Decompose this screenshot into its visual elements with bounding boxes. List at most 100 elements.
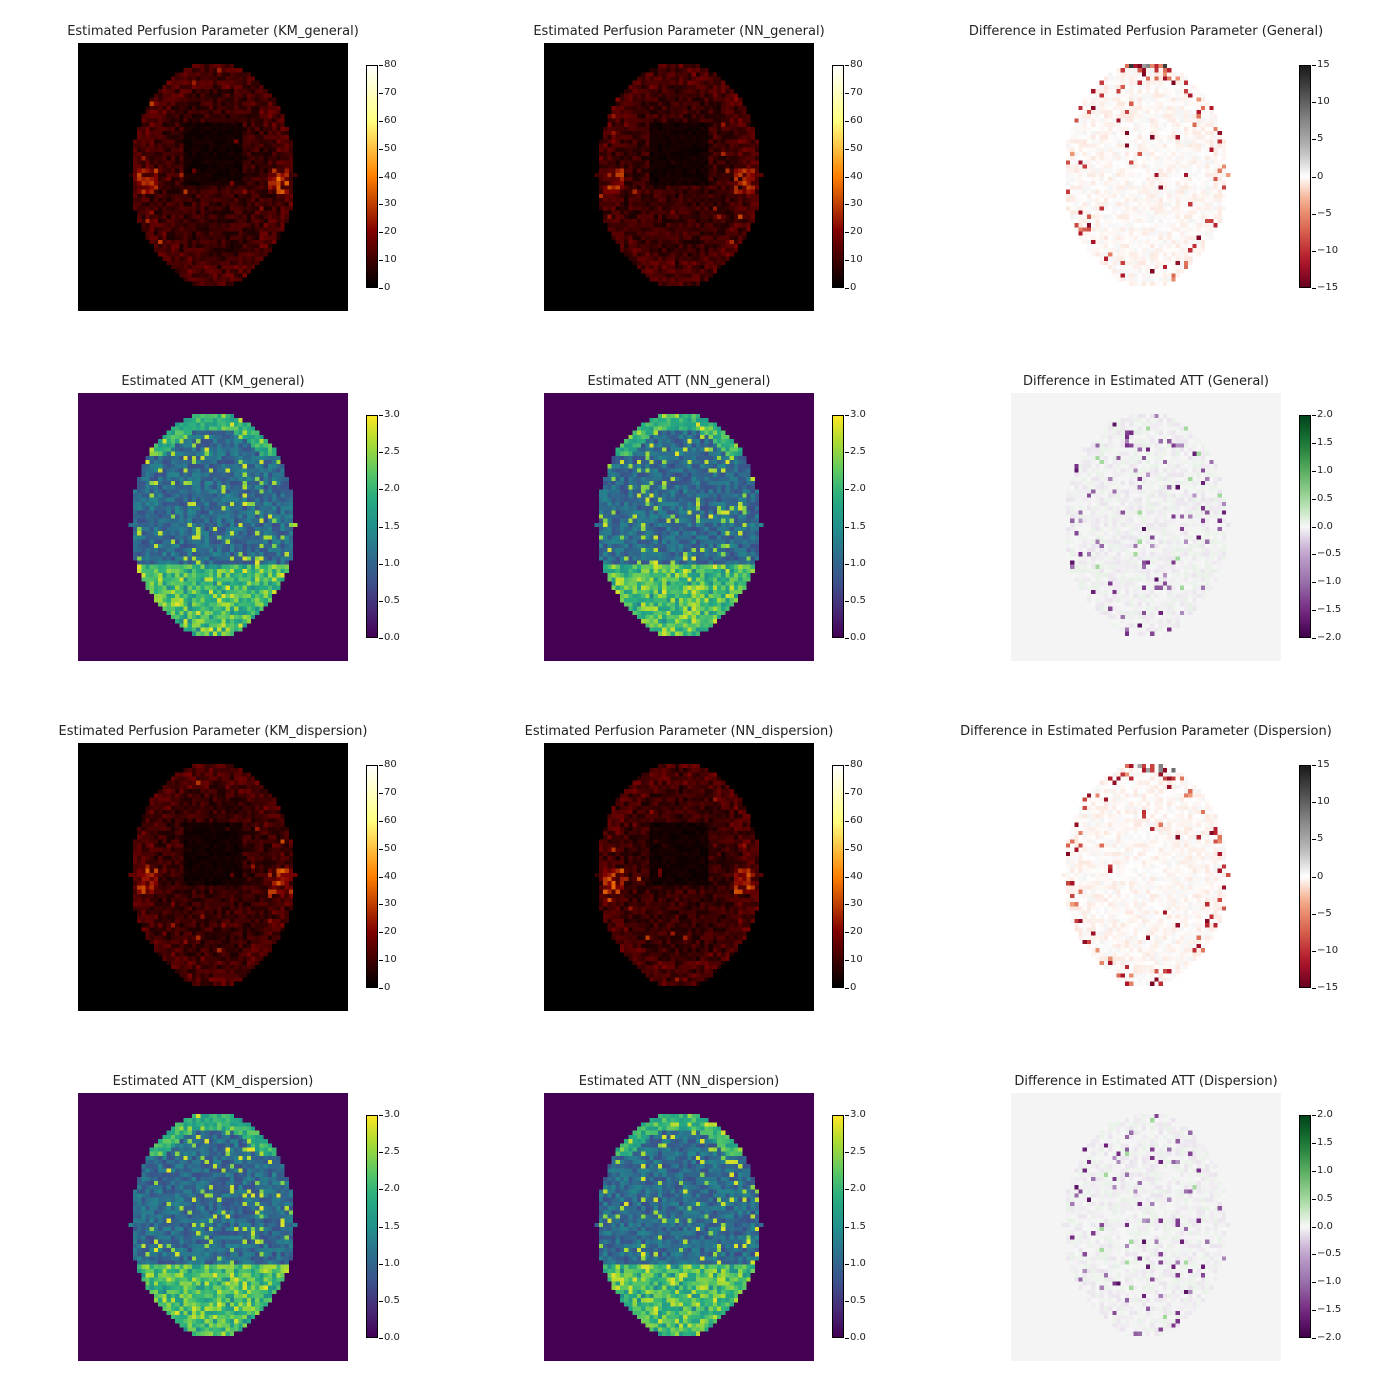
colorbar-tick-label: 10 xyxy=(379,954,397,966)
colorbar-tick-label: 1.5 xyxy=(845,520,866,532)
colorbar-tick-label: 30 xyxy=(845,898,863,910)
colorbar xyxy=(366,1115,378,1338)
colorbar-tick-label: 40 xyxy=(379,170,397,182)
colorbar-tick-label: 1.0 xyxy=(845,557,866,569)
colorbar-tick-label: 2.5 xyxy=(379,1146,400,1158)
heatmap-image xyxy=(544,1093,814,1361)
colorbar-tick-label: 10 xyxy=(845,954,863,966)
colorbar-tick-label: −10 xyxy=(1311,944,1339,956)
heatmap-image xyxy=(78,1093,348,1361)
colorbar-tick-label: 30 xyxy=(845,198,863,210)
colorbar-tick-label: 40 xyxy=(845,170,863,182)
colorbar-tick-label: 1.0 xyxy=(1312,464,1333,476)
colorbar-tick-label: 50 xyxy=(845,142,863,154)
colorbar-tick-label: 0 xyxy=(378,982,391,993)
colorbar-tick-label: 3.0 xyxy=(845,409,866,420)
colorbar-tick-label: 70 xyxy=(379,86,397,98)
colorbar-tick-label: 80 xyxy=(845,59,863,70)
heatmap-image xyxy=(544,393,814,661)
colorbar-tick-label: 2.0 xyxy=(1312,1109,1333,1120)
colorbar-tick-label: 60 xyxy=(845,114,863,126)
colorbar-tick-label: −1.0 xyxy=(1311,576,1342,588)
colorbar-tick-label: 50 xyxy=(845,842,863,854)
colorbar-tick-label: 10 xyxy=(379,254,397,266)
colorbar-tick-label: 80 xyxy=(845,759,863,770)
colorbar-tick-label: 0.5 xyxy=(845,1294,866,1306)
colorbar-tick-label: 0.5 xyxy=(379,1294,400,1306)
colorbar-tick-label: 3.0 xyxy=(379,409,400,420)
colorbar xyxy=(832,765,844,988)
colorbar-tick-label: 80 xyxy=(379,59,397,70)
colorbar-tick-label: 2.0 xyxy=(379,483,400,495)
colorbar-tick-label: 30 xyxy=(379,198,397,210)
colorbar-tick-label: 2.0 xyxy=(845,1183,866,1195)
colorbar xyxy=(366,765,378,988)
colorbar-tick-label: −15 xyxy=(1311,282,1339,293)
colorbar-tick-label: 1.0 xyxy=(379,557,400,569)
heatmap-canvas xyxy=(1011,743,1281,1011)
colorbar-tick-label: 50 xyxy=(379,142,397,154)
panel-title: Estimated ATT (KM_general) xyxy=(121,374,305,389)
colorbar-tick-label: 15 xyxy=(1312,59,1330,70)
heatmap-image xyxy=(1011,1093,1281,1361)
heatmap-canvas xyxy=(544,43,814,311)
colorbar-tick-label: 0.5 xyxy=(379,594,400,606)
colorbar-tick-label: 1.5 xyxy=(379,520,400,532)
colorbar-tick-label: 2.0 xyxy=(1312,409,1333,420)
colorbar xyxy=(366,415,378,638)
colorbar-tick-label: 1.0 xyxy=(845,1257,866,1269)
colorbar-tick-label: 0.0 xyxy=(845,1332,866,1343)
colorbar-tick-label: 0.5 xyxy=(1312,1192,1333,1204)
heatmap-image xyxy=(544,743,814,1011)
colorbar-tick-label: 70 xyxy=(845,86,863,98)
panel-title: Difference in Estimated Perfusion Parame… xyxy=(960,724,1332,739)
colorbar xyxy=(1299,65,1311,288)
colorbar-tick-label: 5 xyxy=(1311,133,1324,145)
colorbar-tick-label: 10 xyxy=(845,254,863,266)
colorbar-tick-label: −5 xyxy=(1312,907,1332,919)
heatmap-canvas xyxy=(1011,1093,1281,1361)
colorbar-tick-label: 1.0 xyxy=(1312,1164,1333,1176)
heatmap-canvas xyxy=(78,393,348,661)
colorbar-tick-label: 20 xyxy=(379,226,397,238)
colorbar xyxy=(832,415,844,638)
colorbar-tick-label: 0 xyxy=(844,282,857,293)
panel-title: Difference in Estimated ATT (General) xyxy=(1023,374,1269,389)
colorbar-tick-label: 60 xyxy=(845,814,863,826)
colorbar-tick-label: 2.5 xyxy=(845,1146,866,1158)
colorbar-tick-label: 0.0 xyxy=(379,632,400,643)
colorbar-tick-label: 80 xyxy=(379,759,397,770)
colorbar-tick-label: −0.5 xyxy=(1311,548,1342,560)
colorbar-tick-label: 60 xyxy=(379,114,397,126)
colorbar-tick-label: 0 xyxy=(844,982,857,993)
colorbar-tick-label: 20 xyxy=(845,226,863,238)
colorbar-tick-label: 2.5 xyxy=(379,446,400,458)
panel-title: Estimated Perfusion Parameter (KM_genera… xyxy=(67,24,359,39)
colorbar-tick-label: 0.0 xyxy=(845,632,866,643)
colorbar-tick-label: 60 xyxy=(379,814,397,826)
colorbar-tick-label: −1.5 xyxy=(1311,604,1342,616)
colorbar-tick-label: 0.0 xyxy=(1312,520,1333,532)
colorbar-tick-label: 1.5 xyxy=(1312,1136,1333,1148)
panel-title: Estimated ATT (NN_general) xyxy=(587,374,771,389)
colorbar-tick-label: 50 xyxy=(379,842,397,854)
colorbar-tick-label: 5 xyxy=(1311,833,1324,845)
colorbar-tick-label: 0.5 xyxy=(845,594,866,606)
colorbar-tick-label: 3.0 xyxy=(379,1109,400,1120)
colorbar-tick-label: 10 xyxy=(1312,796,1330,808)
colorbar-tick-label: −1.0 xyxy=(1311,1276,1342,1288)
panel-title: Estimated Perfusion Parameter (KM_disper… xyxy=(58,724,368,739)
panel-title: Estimated ATT (KM_dispersion) xyxy=(112,1074,314,1089)
colorbar-tick-label: −5 xyxy=(1312,207,1332,219)
colorbar-tick-label: 1.0 xyxy=(379,1257,400,1269)
heatmap-canvas xyxy=(544,393,814,661)
heatmap-canvas xyxy=(78,1093,348,1361)
colorbar-tick-label: −0.5 xyxy=(1311,1248,1342,1260)
colorbar xyxy=(832,1115,844,1338)
colorbar-tick-label: 2.5 xyxy=(845,446,866,458)
panel-title: Estimated Perfusion Parameter (NN_genera… xyxy=(533,24,825,39)
colorbar-tick-label: −1.5 xyxy=(1311,1304,1342,1316)
heatmap-image xyxy=(78,43,348,311)
colorbar-tick-label: −2.0 xyxy=(1311,1332,1342,1343)
colorbar-tick-label: 0.5 xyxy=(1312,492,1333,504)
